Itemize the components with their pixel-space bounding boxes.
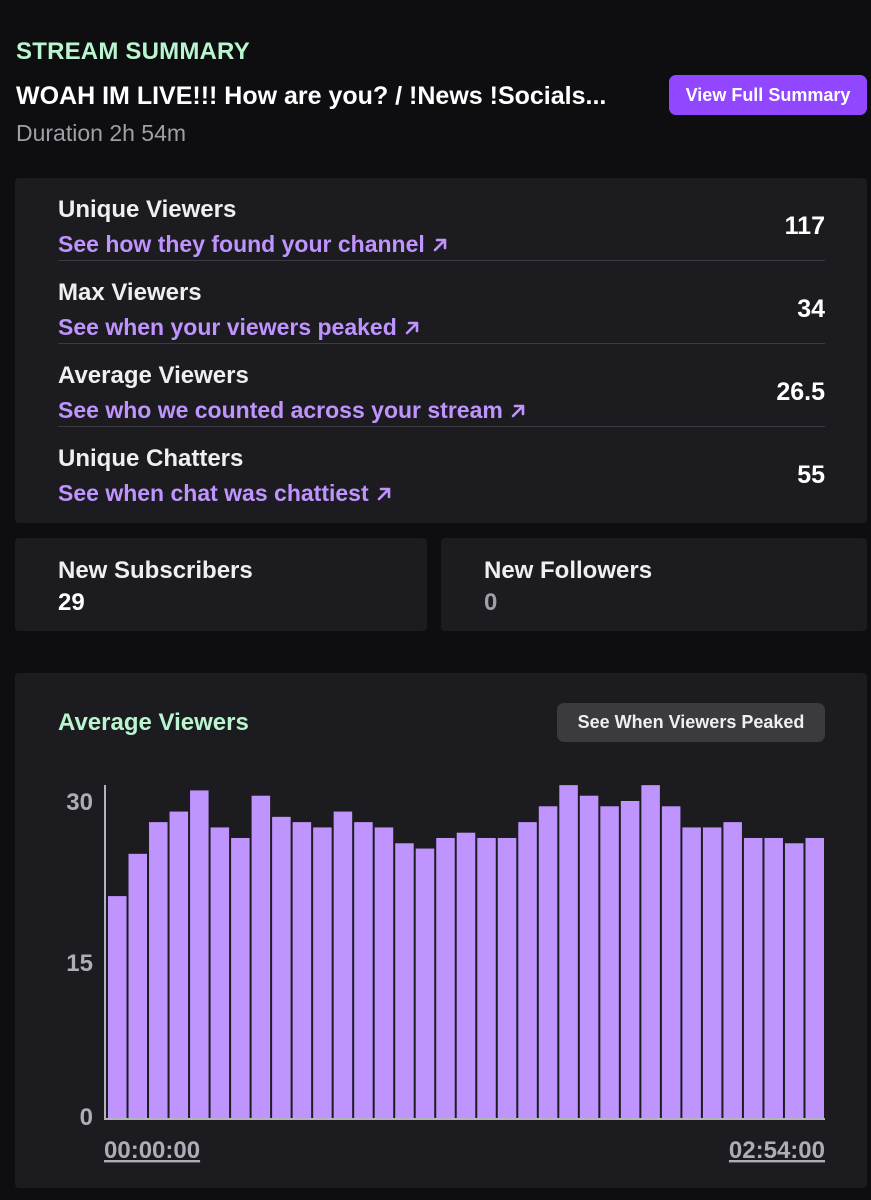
stat-row-unique-viewers: Unique Viewers See how they found your c… (58, 178, 825, 261)
stat-link-max-viewers[interactable]: See when your viewers peaked (58, 314, 421, 341)
chart-bar[interactable] (682, 827, 701, 1118)
arrow-up-right-icon (405, 321, 419, 334)
new-followers-card: New Followers 0 (441, 538, 867, 631)
stream-title: WOAH IM LIVE!!! How are you? / !News !So… (16, 82, 607, 110)
chart-bar[interactable] (292, 822, 312, 1118)
view-full-summary-button[interactable]: View Full Summary (669, 75, 867, 115)
stat-link-unique-viewers[interactable]: See how they found your channel (58, 231, 449, 258)
chart-bar[interactable] (477, 837, 496, 1118)
stat-row-unique-chatters: Unique Chatters See when chat was chatti… (58, 427, 825, 510)
stat-label: Unique Viewers (58, 196, 237, 223)
chart-bar[interactable] (620, 801, 640, 1118)
stream-duration: Duration 2h 54m (16, 120, 187, 146)
y-tick-label-0: 0 (80, 1104, 93, 1131)
average-viewers-chart-panel: Average Viewers See When Viewers Peaked … (15, 673, 867, 1188)
chart-bar[interactable] (415, 848, 435, 1118)
chart-bar[interactable] (190, 790, 209, 1118)
chart-bar[interactable] (313, 827, 332, 1118)
chart-bar[interactable] (784, 843, 804, 1118)
new-subscribers-label: New Subscribers (58, 557, 253, 584)
stat-value: 26.5 (776, 378, 825, 406)
chart-bar[interactable] (579, 795, 599, 1118)
stats-panel: Unique Viewers See how they found your c… (15, 178, 867, 523)
chart-bar[interactable] (743, 837, 763, 1118)
y-tick-label-15: 15 (66, 950, 93, 977)
stat-label: Max Viewers (58, 279, 202, 306)
stat-link-text[interactable]: See how they found your channel (58, 231, 425, 257)
chart-bar[interactable] (456, 832, 476, 1118)
stat-row-max-viewers: Max Viewers See when your viewers peaked… (58, 261, 825, 344)
stat-label: Unique Chatters (58, 445, 244, 472)
stat-value: 34 (797, 295, 825, 323)
chart-bar[interactable] (436, 837, 455, 1118)
arrow-up-right-icon (433, 238, 447, 251)
chart-bar[interactable] (169, 811, 189, 1118)
stat-link-average-viewers[interactable]: See who we counted across your stream (58, 397, 527, 424)
chart-bar[interactable] (538, 806, 558, 1118)
stream-summary-kicker: STREAM SUMMARY (16, 38, 250, 65)
chart-bar[interactable] (108, 896, 127, 1118)
chart-bar[interactable] (764, 837, 783, 1118)
new-followers-value: 0 (484, 589, 498, 616)
stat-value: 55 (797, 461, 825, 489)
stat-link-text[interactable]: See who we counted across your stream (58, 397, 503, 423)
x-start-time-label[interactable]: 00:00:00 (104, 1137, 200, 1164)
x-end-time-label[interactable]: 02:54:00 (729, 1137, 825, 1164)
chart-bar[interactable] (497, 837, 517, 1118)
stat-link-text[interactable]: See when chat was chattiest (58, 480, 369, 506)
chart-bar[interactable] (600, 806, 619, 1118)
chart-bar[interactable] (128, 853, 148, 1118)
chart-bar[interactable] (231, 837, 250, 1118)
chart-bar[interactable] (251, 795, 271, 1118)
chart-title: Average Viewers (58, 709, 249, 736)
chart-bar[interactable] (272, 816, 291, 1118)
new-subscribers-card: New Subscribers 29 (15, 538, 427, 631)
stat-label: Average Viewers (58, 362, 249, 389)
see-when-viewers-peaked-button[interactable]: See When Viewers Peaked (557, 703, 825, 742)
chart-bar[interactable] (559, 785, 578, 1118)
chart-bar[interactable] (661, 806, 681, 1118)
average-viewers-bar-chart: 30 15 0 00:00:00 02:54:00 (66, 785, 825, 1164)
new-subscribers-value: 29 (58, 589, 85, 616)
chart-bar[interactable] (518, 822, 537, 1118)
chart-bar[interactable] (395, 843, 414, 1118)
chart-bar[interactable] (641, 785, 660, 1118)
stat-link-text[interactable]: See when your viewers peaked (58, 314, 397, 340)
chart-bar[interactable] (149, 822, 168, 1118)
stat-link-unique-chatters[interactable]: See when chat was chattiest (58, 480, 393, 507)
chart-bar[interactable] (805, 837, 824, 1118)
arrow-up-right-icon (511, 404, 525, 417)
arrow-up-right-icon (377, 487, 390, 500)
chart-bar[interactable] (702, 827, 722, 1118)
chart-bar[interactable] (723, 822, 742, 1118)
y-tick-label-30: 30 (66, 789, 93, 816)
chart-bar[interactable] (210, 827, 230, 1118)
stat-row-average-viewers: Average Viewers See who we counted acros… (58, 344, 825, 427)
chart-bar[interactable] (354, 822, 373, 1118)
new-followers-label: New Followers (484, 557, 653, 584)
chart-bar[interactable] (374, 827, 394, 1118)
stat-value: 117 (784, 212, 825, 240)
chart-bar[interactable] (333, 811, 353, 1118)
